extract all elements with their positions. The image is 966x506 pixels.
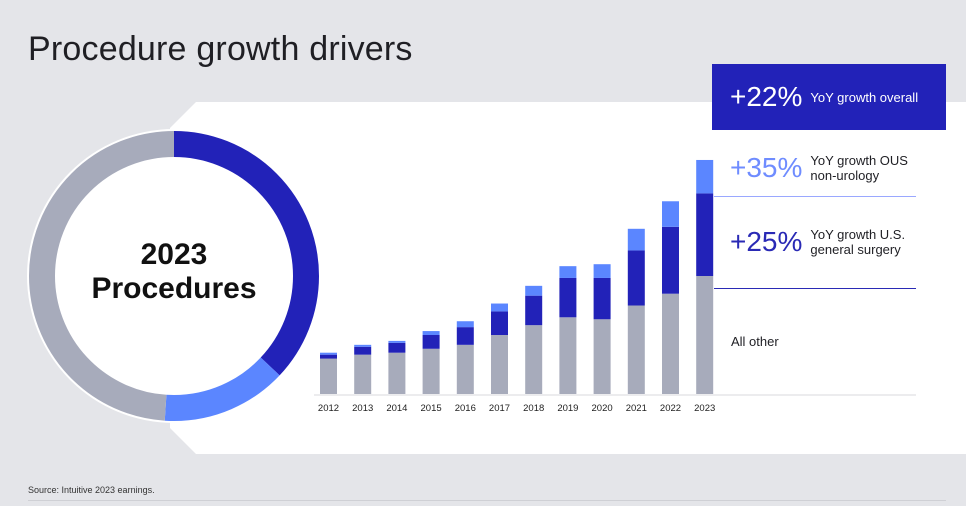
bar-2020-segment-1 [593,277,611,320]
bar-2020-segment-0 [593,319,611,394]
bar-2013-segment-0 [354,354,372,394]
bar-2022-segment-2 [662,201,679,227]
bar-2013-segment-1 [354,346,372,355]
callout-ous-line1: YoY growth OUS [810,153,908,168]
x-tick-label: 2022 [660,403,681,414]
donut-year: 2023 [140,238,208,271]
callout-us-value: +25% [730,226,803,257]
x-tick-label: 2021 [626,403,647,414]
bar-2022-segment-1 [662,226,679,294]
bar-2022-segment-0 [662,293,679,394]
donut-center-label: 2023 Procedures [52,238,296,306]
callout-ous-line2: non-urology [810,168,880,183]
bar-2013-segment-2 [354,344,372,347]
x-tick-label: 2020 [592,403,613,414]
bar-2018-segment-2 [525,285,543,296]
donut-segment-2 [29,131,319,421]
bar-2021-segment-1 [627,250,645,306]
bar-2012-segment-1 [320,354,337,359]
x-tick-label: 2023 [694,403,715,414]
bar-2015-segment-2 [422,331,440,335]
page-title: Procedure growth drivers [28,30,413,68]
callout-separator-us [714,288,916,289]
bar-2014-segment-1 [388,342,406,353]
bar-2015-segment-1 [422,335,440,349]
bar-2012-segment-0 [320,358,337,394]
bar-2019-segment-0 [559,317,577,394]
bar-2018-segment-1 [525,295,543,326]
bar-2016-segment-1 [456,327,474,345]
x-tick-label: 2016 [455,403,476,414]
bar-2019-segment-1 [559,277,577,318]
x-tick-label: 2014 [386,403,407,414]
callout-separator-ous [714,196,916,197]
bar-2023-segment-0 [696,276,714,394]
callout-overall: +22% YoY growth overall [712,64,946,130]
bar-2015-segment-0 [422,348,440,394]
bar-2019-segment-2 [559,266,577,278]
donut-backdrop [27,129,321,423]
callout-us-line1: YoY growth U.S. [810,227,906,242]
x-tick-label: 2015 [421,403,442,414]
donut-caption: Procedures [91,272,257,305]
bar-2021-segment-2 [627,228,645,251]
x-tick-label: 2017 [489,403,510,414]
bar-2016-segment-0 [456,344,474,394]
callout-ous-value: +35% [730,152,803,183]
bar-2016-segment-2 [456,321,474,328]
donut-segment-1 [29,131,319,421]
bar-2014-segment-2 [388,340,406,343]
label-all-other: All other [731,334,779,349]
callout-us-line2: general surgery [810,242,901,257]
callout-ous-text: YoY growth OUS non-urology [810,153,908,183]
bar-2012-segment-2 [320,352,337,355]
x-tick-label: 2018 [523,403,544,414]
footer-divider [28,500,946,501]
callout-us: +25% YoY growth U.S. general surgery [730,226,905,258]
callout-overall-text: YoY growth overall [810,89,919,105]
bar-2021-segment-0 [627,305,645,394]
callout-ous: +35% YoY growth OUS non-urology [730,152,908,184]
bar-2023-segment-2 [696,159,714,194]
bar-2023-segment-1 [696,193,714,276]
bar-2017-segment-2 [491,303,508,312]
callout-us-text: YoY growth U.S. general surgery [810,227,905,257]
callout-overall-value: +22% [730,81,803,112]
bar-2014-segment-0 [388,352,406,394]
x-tick-label: 2013 [352,403,373,414]
bar-2018-segment-0 [525,325,543,394]
x-tick-label: 2019 [557,403,578,414]
bar-2017-segment-1 [491,311,508,335]
x-tick-label: 2012 [318,403,339,414]
bar-2020-segment-2 [593,264,611,278]
source-note: Source: Intuitive 2023 earnings. [28,485,155,495]
bar-2017-segment-0 [491,335,508,394]
